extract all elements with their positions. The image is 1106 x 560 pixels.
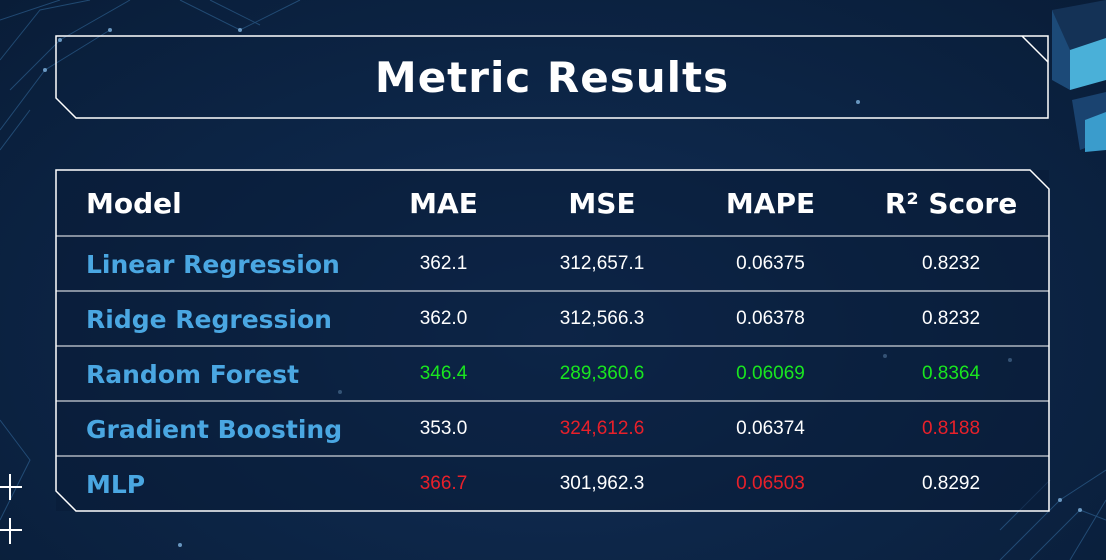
mse-value: 301,962.3 [559,473,645,494]
model-name: MLP [86,469,146,499]
table-row: Gradient Boosting 353.0 324,612.6 0.0637… [56,402,1049,456]
mape-value: 0.06374 [736,418,805,439]
mse-value: 312,657.1 [559,253,645,274]
mape-value: 0.06378 [736,308,805,329]
page-title: Metric Results [374,52,730,102]
mae-value: 353.0 [419,418,468,439]
mape-value: 0.06069 [736,363,805,384]
mae-value: 362.1 [419,253,468,274]
mse-value: 289,360.6 [559,363,645,384]
table-row: MLP 366.7 301,962.3 0.06503 0.8292 [56,457,1049,511]
mse-value: 312,566.3 [559,308,645,329]
header-model: Model [86,186,182,220]
model-name: Linear Regression [86,249,340,279]
mape-value: 0.06375 [736,253,805,274]
table-row: Linear Regression 362.1 312,657.1 0.0637… [56,237,1049,291]
model-name: Random Forest [86,359,300,389]
table-row: Random Forest 346.4 289,360.6 0.06069 0.… [56,347,1049,401]
r2-value: 0.8232 [921,253,981,274]
model-name: Gradient Boosting [86,414,343,444]
r2-value: 0.8188 [921,418,981,439]
model-name: Ridge Regression [86,304,332,334]
r2-value: 0.8364 [921,363,981,384]
header-mae: MAE [409,186,478,220]
header-mape: MAPE [725,186,816,220]
r2-value: 0.8232 [921,308,981,329]
mae-value: 346.4 [419,363,468,384]
mape-value: 0.06503 [736,473,805,494]
mae-value: 362.0 [419,308,468,329]
header-mse: MSE [568,186,636,220]
table-row: Ridge Regression 362.0 312,566.3 0.06378… [56,292,1049,346]
header-r2-score: R² Score [884,186,1018,220]
metrics-table: Model MAE MSE MAPE R² Score Linear Regre… [56,170,1049,511]
mse-value: 324,612.6 [559,418,645,439]
table-header: Model MAE MSE MAPE R² Score [56,170,1049,236]
mae-value: 366.7 [419,473,468,494]
r2-value: 0.8292 [921,473,981,494]
